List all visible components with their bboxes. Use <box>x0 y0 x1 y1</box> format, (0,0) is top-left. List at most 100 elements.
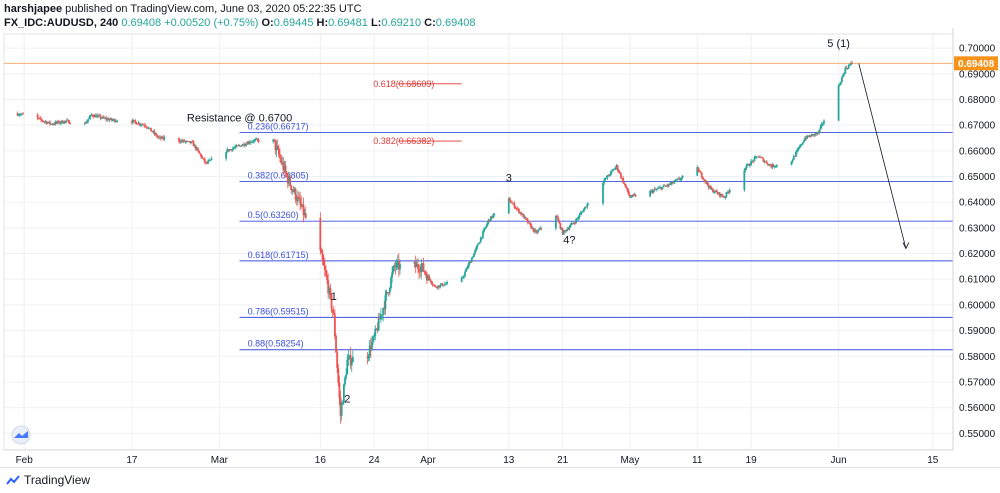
candle-body <box>532 227 535 232</box>
candle-body <box>510 201 512 203</box>
candle-body <box>629 194 631 198</box>
candle-body <box>380 314 382 320</box>
candle-body <box>764 161 767 163</box>
candle-body <box>563 230 566 232</box>
candle-body <box>65 120 68 122</box>
candle-body <box>706 181 709 185</box>
candle-body <box>89 115 92 118</box>
candle-body <box>848 64 851 66</box>
candle-body <box>245 143 248 146</box>
candle-body <box>754 156 757 158</box>
time-tick-label: May <box>620 455 639 466</box>
candle-body <box>774 166 777 167</box>
candle-body <box>726 192 729 193</box>
candle-body <box>480 237 483 239</box>
candle-body <box>326 275 328 281</box>
candle-body <box>206 162 208 164</box>
candle-body <box>841 76 843 83</box>
candle-body <box>322 260 325 266</box>
price-axis[interactable]: 0.70000 0.69000 0.68000 0.67000 0.66000 0.650… <box>952 28 998 450</box>
candle-body <box>277 148 280 155</box>
candle-body <box>388 287 391 293</box>
candle-body <box>100 118 103 119</box>
plot-area <box>3 33 954 451</box>
candle-body <box>163 137 166 140</box>
candle-body <box>565 230 567 232</box>
candle-body <box>659 187 662 189</box>
candle-body <box>843 73 846 75</box>
candle-body <box>148 127 151 129</box>
candle-body <box>293 189 296 192</box>
candle-body <box>351 356 354 363</box>
candle-body <box>765 161 768 164</box>
candle-body <box>633 194 636 196</box>
candle-body <box>330 294 333 310</box>
candle-body <box>41 119 44 121</box>
candle-body <box>719 194 722 197</box>
time-axis[interactable]: Feb 17 Mar 16 24 Apr 13 21 May 11 19 Jun 15 <box>4 449 953 466</box>
candle-body <box>257 139 260 142</box>
candle-body <box>22 113 24 115</box>
candle-body <box>233 147 235 149</box>
tradingview-logo[interactable]: TradingView <box>6 473 90 487</box>
candle-body <box>839 82 842 85</box>
candle-body <box>102 116 105 119</box>
price-tick-label: 0.70000 <box>959 44 996 55</box>
symbol-info: FX_IDC:AUDUSD, 240 0.69408 +0.00520 (+0.… <box>4 17 476 29</box>
candle-body <box>88 117 91 120</box>
candle-body <box>539 227 542 230</box>
candle-body <box>111 120 114 121</box>
candle-body <box>242 143 244 146</box>
candle-body <box>288 176 290 184</box>
candle-body <box>521 213 524 215</box>
projection-arrow[interactable] <box>858 63 907 249</box>
candle-body <box>291 189 294 191</box>
candle-body <box>437 285 440 288</box>
candle-body <box>660 187 663 190</box>
candle-body <box>523 216 526 218</box>
candle-body <box>482 231 484 238</box>
candle-body <box>533 230 536 232</box>
candle-body <box>329 288 332 295</box>
candle-body <box>105 117 107 120</box>
candle-body <box>387 292 390 294</box>
candle-body <box>345 374 348 378</box>
time-tick-label: 19 <box>746 455 758 466</box>
candle-body <box>341 402 344 405</box>
author-name[interactable]: harshjapee <box>4 3 63 15</box>
candle-body <box>255 138 258 140</box>
fib-level-label: 0.5(0.63260) <box>248 210 299 220</box>
candle-body <box>675 180 677 181</box>
candle-body <box>801 142 804 145</box>
candle-body <box>294 189 297 200</box>
candle-body <box>384 295 387 310</box>
candle-body <box>87 119 90 122</box>
candle-body <box>394 265 397 268</box>
candle-body <box>727 192 730 193</box>
candle-body <box>303 213 306 216</box>
candle-body <box>658 187 661 189</box>
candle-body <box>535 231 538 233</box>
candle-body <box>49 121 51 124</box>
tradingview-corner-icon[interactable] <box>8 425 34 445</box>
candle-body <box>55 121 58 123</box>
candle-body <box>526 219 529 223</box>
price-tick-label: 0.57000 <box>959 377 996 388</box>
publish-text: published on TradingView.com, June 03, 2… <box>65 3 362 15</box>
candle-body <box>681 175 684 178</box>
candle-body <box>471 256 474 259</box>
candle-body <box>522 213 525 218</box>
candle-body <box>676 179 678 181</box>
symbol-name[interactable]: FX_IDC:AUDUSD, 240 <box>4 17 119 29</box>
candle-body <box>372 336 374 343</box>
candle-body <box>606 175 609 178</box>
candle-body <box>51 123 54 125</box>
candle-body <box>673 180 676 183</box>
candle-body <box>231 148 234 151</box>
candle-body <box>433 285 436 287</box>
candle-body <box>799 144 802 148</box>
candle-body <box>421 263 424 266</box>
candle-body <box>203 158 206 163</box>
candle-body <box>252 141 254 143</box>
